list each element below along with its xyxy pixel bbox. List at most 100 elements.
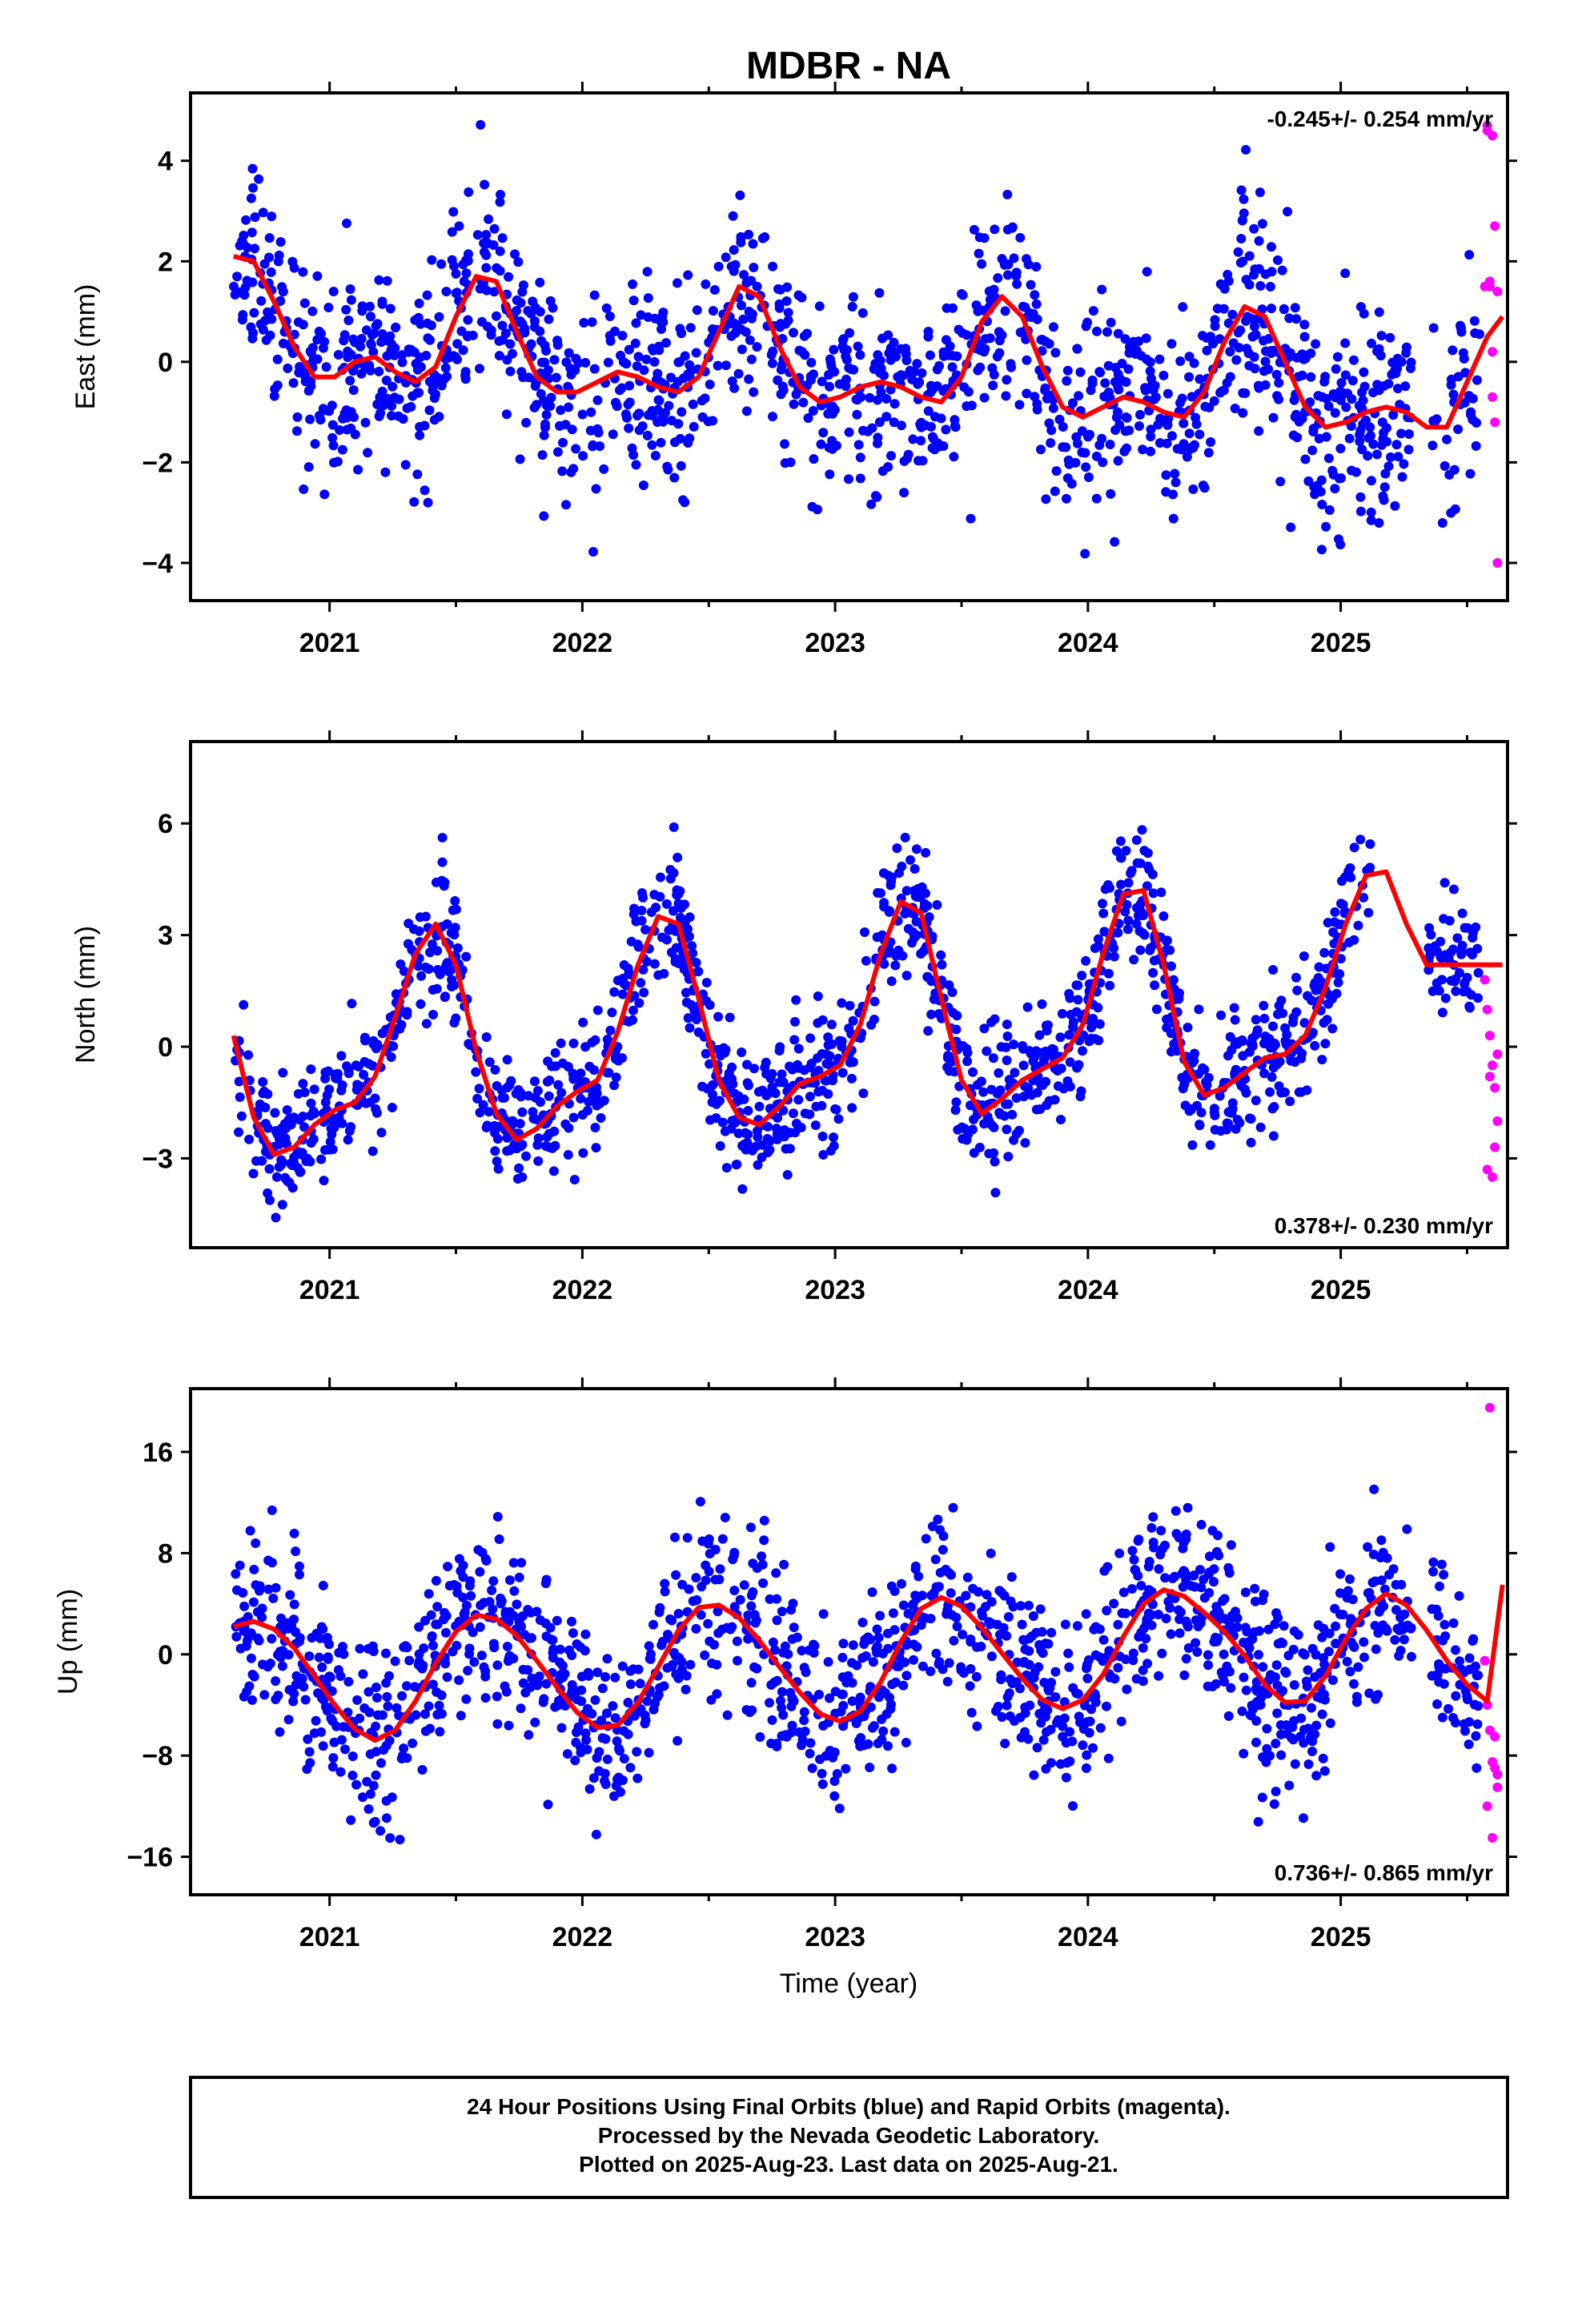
final-point bbox=[974, 1586, 983, 1597]
velocity-label: 0.736+/- 0.865 mm/yr bbox=[1275, 1860, 1493, 1885]
final-point bbox=[1196, 1519, 1207, 1530]
final-point bbox=[1087, 378, 1098, 388]
final-point bbox=[551, 1061, 561, 1072]
final-point bbox=[981, 1118, 991, 1128]
final-point bbox=[729, 245, 739, 255]
rapid-orbit-points bbox=[1480, 975, 1503, 1182]
final-point bbox=[368, 1780, 379, 1791]
final-point bbox=[1004, 1688, 1014, 1699]
final-point bbox=[309, 1084, 319, 1095]
final-point bbox=[451, 288, 461, 299]
final-point bbox=[944, 1658, 954, 1668]
final-point bbox=[1299, 1813, 1308, 1823]
final-point bbox=[688, 948, 698, 959]
final-point bbox=[623, 1729, 633, 1739]
final-point bbox=[1246, 1114, 1256, 1124]
final-point bbox=[1043, 1684, 1054, 1695]
final-point bbox=[1228, 338, 1239, 348]
final-point bbox=[1386, 452, 1395, 462]
final-point bbox=[926, 421, 936, 432]
final-point bbox=[1149, 1542, 1159, 1553]
final-point bbox=[749, 1063, 759, 1074]
final-point bbox=[879, 959, 889, 969]
final-point bbox=[628, 296, 639, 306]
final-point bbox=[1365, 862, 1375, 873]
final-point bbox=[1388, 410, 1399, 420]
final-point bbox=[1065, 1057, 1075, 1068]
final-point bbox=[1388, 1564, 1399, 1574]
final-point bbox=[272, 380, 283, 391]
final-point bbox=[1184, 428, 1195, 439]
final-point bbox=[632, 1747, 642, 1757]
final-point bbox=[582, 1744, 592, 1755]
final-point bbox=[447, 227, 457, 237]
final-point bbox=[1072, 1621, 1082, 1631]
final-point bbox=[487, 1585, 497, 1595]
final-point bbox=[787, 1064, 797, 1075]
final-point bbox=[777, 1687, 787, 1697]
final-point bbox=[701, 1048, 711, 1059]
final-point bbox=[318, 1741, 328, 1751]
final-point bbox=[1147, 869, 1158, 879]
final-point bbox=[527, 1673, 537, 1683]
final-point bbox=[576, 1093, 586, 1104]
final-point bbox=[1309, 482, 1319, 493]
final-point bbox=[1459, 987, 1469, 997]
final-point bbox=[818, 1150, 829, 1160]
final-point bbox=[662, 935, 672, 945]
rapid-point bbox=[1480, 975, 1490, 985]
final-point bbox=[901, 1738, 911, 1747]
final-point bbox=[568, 1684, 577, 1695]
final-point bbox=[394, 394, 404, 404]
final-point bbox=[472, 230, 483, 240]
final-point bbox=[1227, 1610, 1237, 1621]
final-point bbox=[1403, 444, 1414, 455]
final-point bbox=[1265, 282, 1275, 292]
final-point bbox=[449, 980, 460, 991]
final-point bbox=[441, 960, 452, 971]
final-point bbox=[1451, 1718, 1460, 1728]
final-point bbox=[767, 1715, 777, 1725]
final-point bbox=[1080, 549, 1090, 559]
final-point bbox=[1464, 1653, 1475, 1663]
final-point bbox=[881, 394, 892, 404]
final-point bbox=[1174, 1532, 1184, 1542]
final-point bbox=[300, 1695, 311, 1705]
final-point bbox=[740, 1128, 750, 1138]
final-point bbox=[304, 1747, 315, 1757]
final-point bbox=[1109, 1598, 1119, 1609]
final-point bbox=[556, 1088, 567, 1098]
final-point bbox=[625, 1763, 636, 1773]
final-point bbox=[1114, 1548, 1125, 1558]
final-point bbox=[325, 1672, 335, 1683]
final-point bbox=[711, 1099, 721, 1109]
final-point bbox=[994, 1068, 1004, 1078]
final-point bbox=[934, 1657, 945, 1667]
final-point bbox=[1338, 1610, 1348, 1620]
final-point bbox=[1050, 486, 1060, 497]
final-point bbox=[1038, 1648, 1048, 1659]
final-point bbox=[926, 1009, 937, 1019]
final-point bbox=[1119, 446, 1130, 456]
final-point bbox=[1031, 1104, 1042, 1115]
final-point bbox=[1210, 315, 1220, 325]
final-point bbox=[1050, 1667, 1061, 1677]
final-point bbox=[1195, 1565, 1205, 1575]
final-point bbox=[481, 1032, 492, 1042]
final-point bbox=[617, 1661, 628, 1671]
final-point bbox=[845, 1000, 855, 1011]
final-point bbox=[1183, 1642, 1194, 1653]
final-point bbox=[817, 1015, 828, 1025]
final-point bbox=[1170, 1571, 1180, 1582]
final-point bbox=[396, 1754, 407, 1763]
final-point bbox=[1272, 391, 1283, 401]
final-point bbox=[277, 1623, 287, 1634]
final-point bbox=[231, 1631, 242, 1642]
final-point bbox=[423, 497, 433, 508]
final-point bbox=[782, 1170, 793, 1180]
final-point bbox=[351, 1084, 362, 1095]
final-point bbox=[623, 400, 633, 410]
final-point bbox=[1346, 872, 1356, 883]
final-point bbox=[619, 1754, 629, 1764]
